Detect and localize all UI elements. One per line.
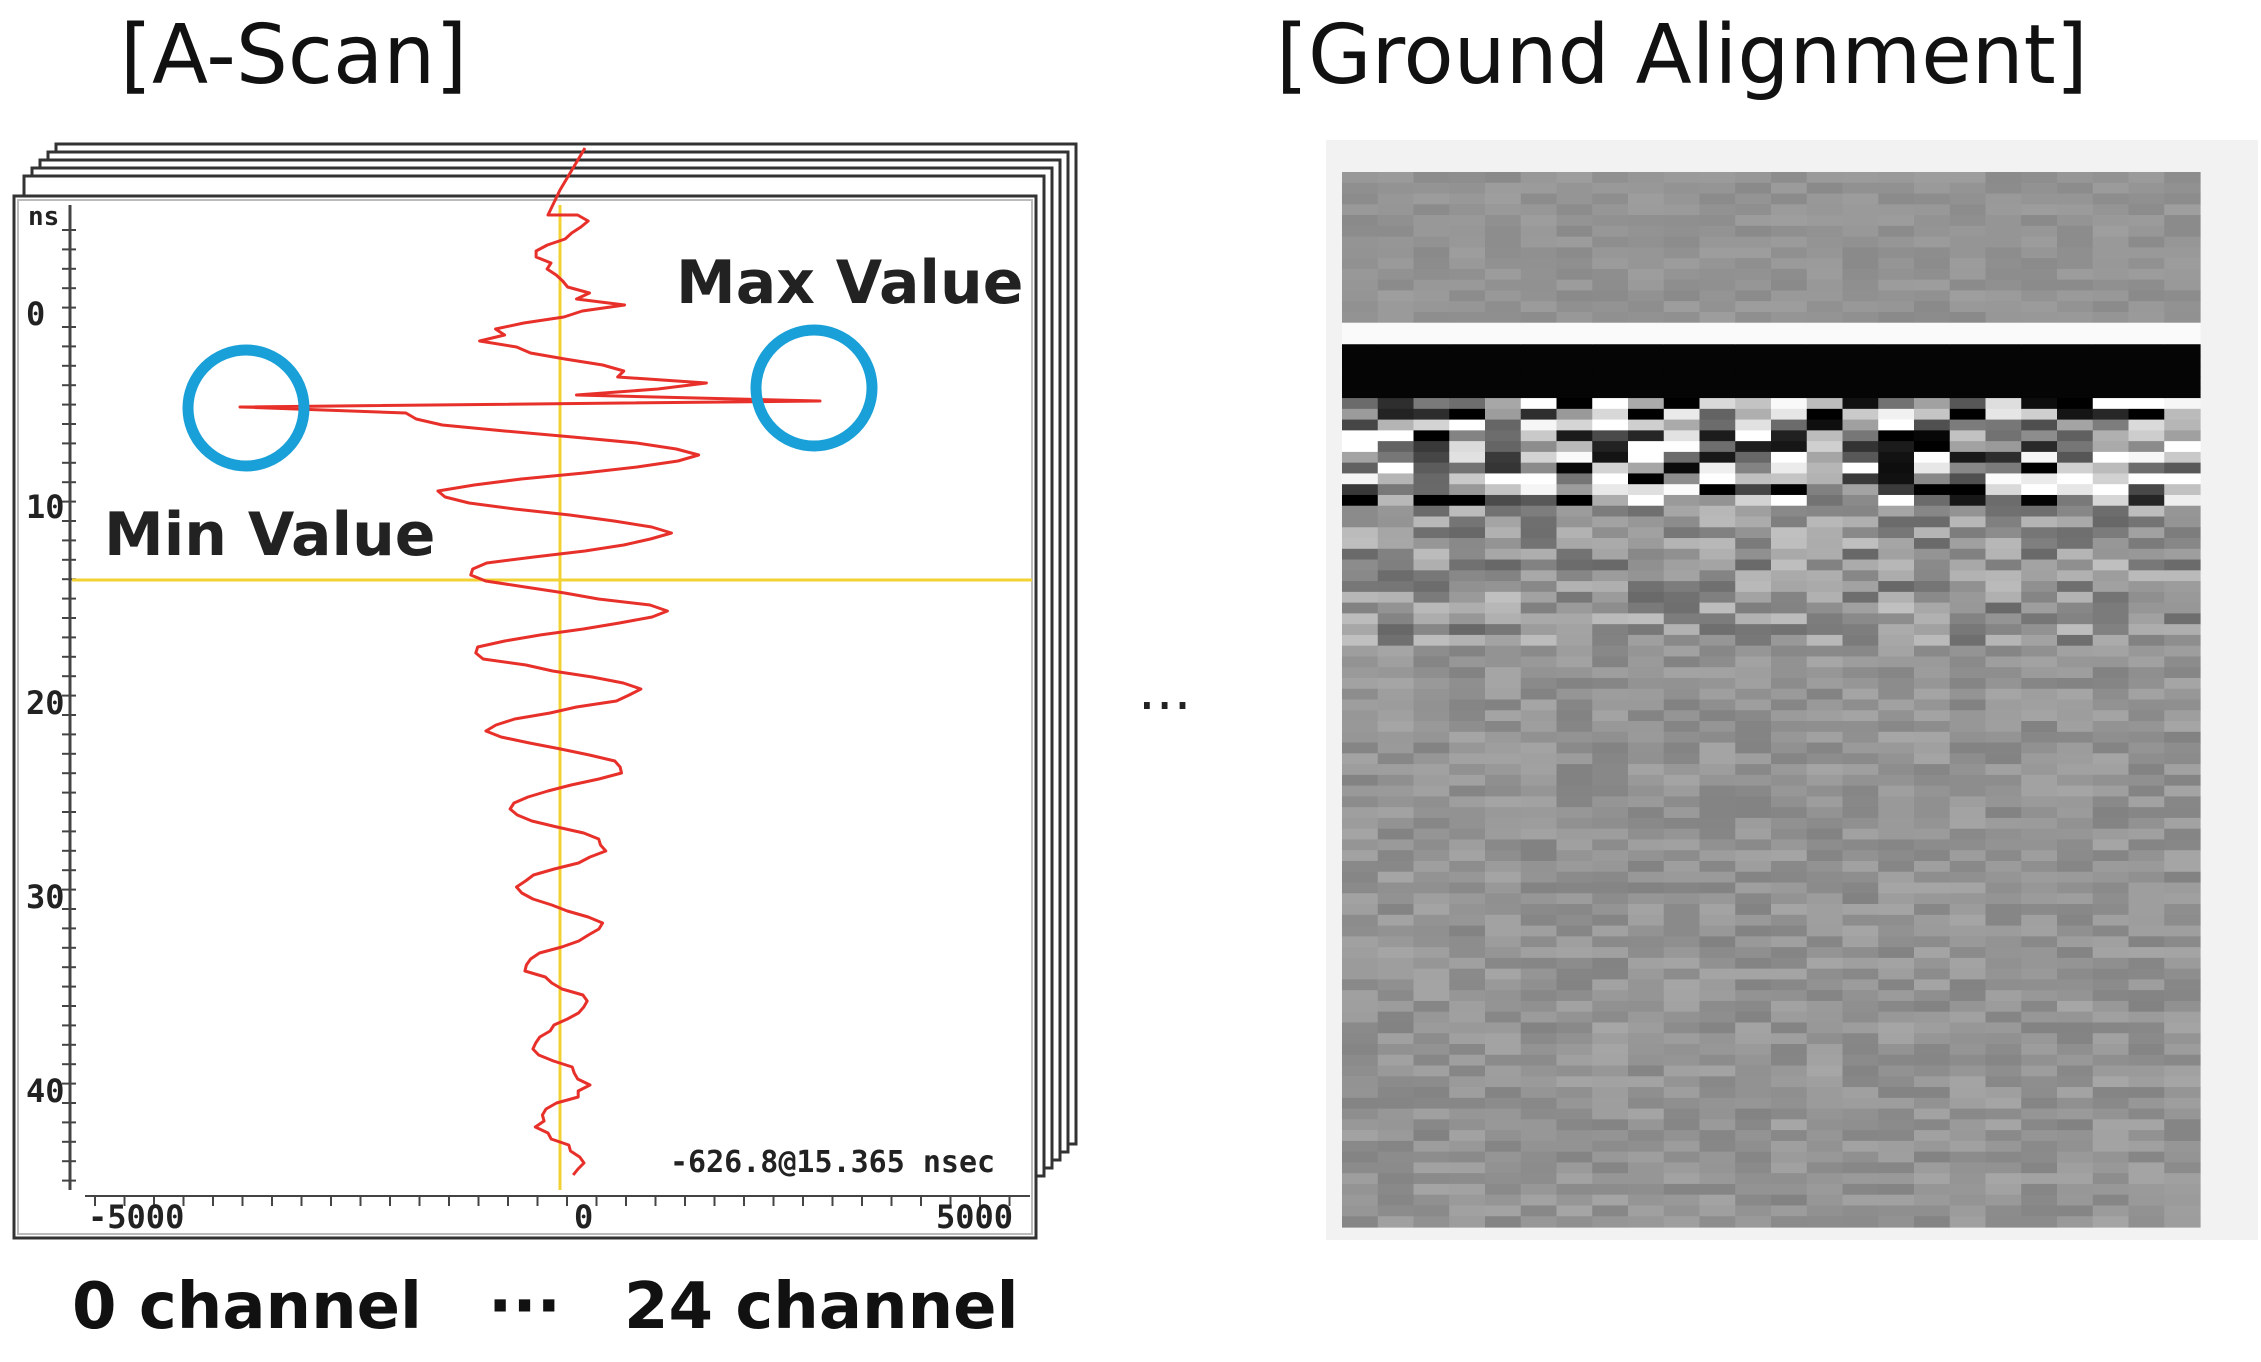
x-tick-label-min: -5000 [88, 1198, 184, 1236]
channel-stack [12, 142, 1078, 1240]
y-tick-label-10: 10 [26, 488, 65, 526]
x-tick-label-zero: 0 [574, 1198, 593, 1236]
min-value-marker [182, 344, 310, 472]
caption-first-channel: 0 channel [72, 1270, 422, 1344]
y-axis-unit: ns [28, 202, 59, 232]
x-tick-label-max: 5000 [936, 1198, 1013, 1236]
ascan-title: [A-Scan] [120, 8, 468, 103]
ascan-trace [238, 147, 822, 1176]
max-value-marker [750, 324, 878, 452]
x-axis-minor-ticks [94, 1196, 1011, 1206]
y-axis-minor-ticks [62, 229, 76, 1182]
min-value-label: Min Value [104, 500, 436, 570]
ground-alignment-radargram [1342, 172, 2201, 1228]
caption-last-channel: 24 channel [624, 1270, 1019, 1344]
y-tick-label-40: 40 [26, 1072, 65, 1110]
max-value-label: Max Value [676, 248, 1024, 318]
y-tick-label-20: 20 [26, 684, 65, 722]
y-tick-label-30: 30 [26, 878, 65, 916]
caption-ellipsis: ··· [488, 1270, 561, 1344]
ground-alignment-title: [Ground Alignment] [1276, 8, 2088, 103]
ellipsis-separator: ... [1138, 658, 1192, 723]
y-tick-label-0: 0 [26, 295, 45, 333]
cursor-readout: -626.8@15.365 nsec [670, 1145, 995, 1180]
